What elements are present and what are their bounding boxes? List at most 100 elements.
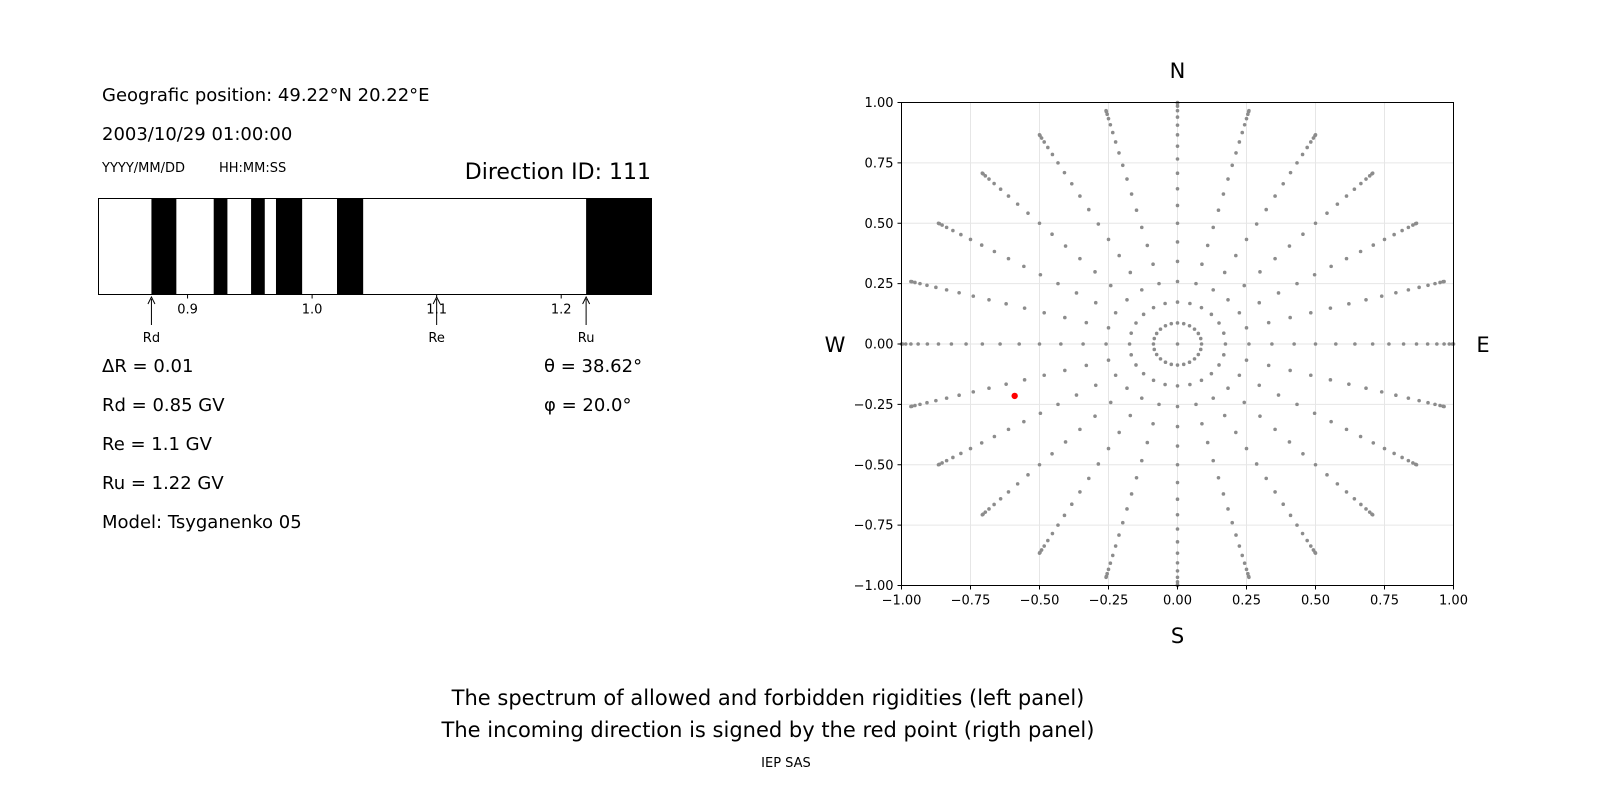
direction-point xyxy=(1175,342,1180,346)
direction-point xyxy=(1037,221,1042,226)
direction-point xyxy=(909,404,913,409)
direction-point xyxy=(1276,393,1281,397)
direction-point xyxy=(1037,342,1042,346)
direction-point xyxy=(1042,544,1047,548)
direction-point xyxy=(1187,323,1192,328)
direction-point xyxy=(1151,262,1155,267)
direction-point xyxy=(903,342,908,346)
direction-point xyxy=(1139,288,1144,292)
caption-line-2: The incoming direction is signed by the … xyxy=(441,718,1095,742)
x-tick-label: 0.00 xyxy=(1163,594,1192,609)
direction-point xyxy=(1175,444,1180,448)
direction-point xyxy=(1104,108,1108,113)
direction-point xyxy=(1175,512,1180,517)
direction-point xyxy=(1242,561,1247,566)
direction-point xyxy=(925,283,929,288)
direction-point xyxy=(1106,237,1111,242)
direction-point xyxy=(1194,402,1198,407)
direction-point xyxy=(1181,362,1186,367)
direction-point xyxy=(1113,310,1118,315)
direction-point xyxy=(1234,430,1238,435)
direction-point xyxy=(1287,244,1292,248)
direction-point xyxy=(1242,400,1247,405)
direction-point xyxy=(1175,561,1180,565)
direction-point xyxy=(1175,240,1180,244)
direction-point xyxy=(1394,290,1398,295)
direction-point xyxy=(1086,207,1091,212)
direction-point xyxy=(1046,145,1050,150)
direction-point xyxy=(1226,507,1230,511)
direction-point xyxy=(1026,211,1030,215)
direction-point xyxy=(1154,331,1159,336)
compass-south: S xyxy=(1171,624,1184,648)
direction-point xyxy=(1308,310,1313,315)
marker-rd: Rd xyxy=(143,295,160,346)
datetime: 2003/10/29 01:00:00 xyxy=(102,124,293,145)
direction-point xyxy=(944,225,949,230)
direction-point xyxy=(1104,575,1108,580)
direction-point xyxy=(1370,512,1375,517)
theta-value: θ = 38.62° xyxy=(544,356,643,377)
direction-point xyxy=(1181,321,1186,326)
direction-point xyxy=(1022,378,1027,382)
direction-point xyxy=(1108,122,1113,127)
y-tick-label: −0.75 xyxy=(854,519,894,534)
direction-point xyxy=(1157,402,1161,407)
direction-point xyxy=(1406,288,1411,292)
direction-point xyxy=(1078,427,1082,432)
direction-point xyxy=(1199,378,1204,383)
direction-point xyxy=(1022,419,1026,424)
compass-east: E xyxy=(1476,333,1489,357)
direction-point xyxy=(968,446,973,451)
x-tick-label: −0.75 xyxy=(951,594,991,609)
direction-point xyxy=(944,458,949,463)
x-tick-label: −0.50 xyxy=(1020,594,1060,609)
direction-point xyxy=(1257,383,1262,388)
direction-point xyxy=(936,342,941,346)
direction-point xyxy=(1230,163,1235,168)
direction-point xyxy=(925,342,930,346)
direction-point xyxy=(1254,462,1259,466)
direction-point xyxy=(1244,358,1249,362)
direction-point xyxy=(1216,475,1221,480)
direction-point xyxy=(1288,170,1293,175)
direction-point xyxy=(1308,373,1313,378)
direction-point xyxy=(1110,130,1115,135)
direction-point xyxy=(1113,373,1118,378)
direction-point xyxy=(998,496,1003,501)
direction-point xyxy=(1062,170,1067,175)
direction-point xyxy=(1050,232,1054,237)
direction-point xyxy=(1237,140,1242,144)
direction-point xyxy=(951,455,955,460)
direction-point xyxy=(1104,342,1108,346)
direction-point xyxy=(1158,327,1163,331)
direction-point xyxy=(959,451,963,456)
direction-point xyxy=(1221,331,1226,335)
direction-point xyxy=(992,434,997,439)
direction-point xyxy=(1344,256,1349,261)
direction-point xyxy=(1325,211,1329,215)
direction-point xyxy=(1117,253,1121,258)
ru-value: Ru = 1.22 GV xyxy=(102,473,224,494)
direction-point xyxy=(1266,363,1271,368)
marker-label-rd: Rd xyxy=(143,331,160,346)
direction-point xyxy=(971,390,976,394)
direction-point xyxy=(1063,244,1068,248)
direction-point xyxy=(1042,373,1047,378)
direction-point xyxy=(1117,151,1121,155)
direction-point xyxy=(1175,221,1180,226)
direction-point xyxy=(1426,400,1430,405)
compass-north: N xyxy=(1170,59,1186,83)
direction-point xyxy=(1237,373,1242,378)
direction-point xyxy=(1175,259,1180,264)
direction-point xyxy=(1069,181,1074,186)
direction-point xyxy=(1169,362,1174,367)
y-tick-label: 0.50 xyxy=(865,217,894,232)
direction-point xyxy=(987,386,991,390)
y-tick-label: −1.00 xyxy=(854,579,894,594)
direction-point xyxy=(1196,352,1201,357)
direction-point xyxy=(1108,283,1113,288)
direction-point xyxy=(1379,294,1384,298)
direction-point xyxy=(1358,434,1363,439)
direction-point xyxy=(1093,300,1098,305)
